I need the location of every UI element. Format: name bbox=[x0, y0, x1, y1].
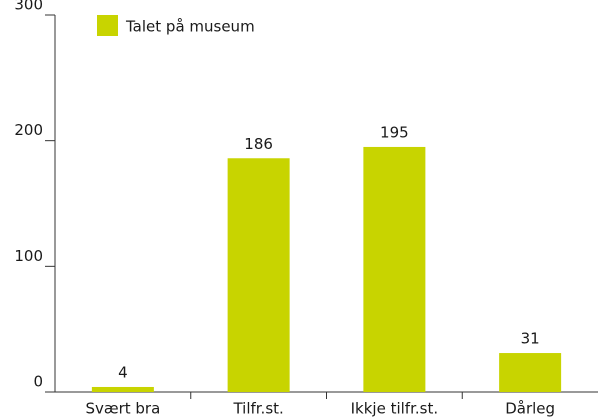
bar bbox=[91, 386, 154, 392]
y-tick-label: 300 bbox=[14, 0, 43, 14]
bar bbox=[363, 146, 426, 392]
x-tick-label: Svært bra bbox=[85, 400, 160, 418]
x-tick-label: Ikkje tilfr.st. bbox=[351, 400, 438, 418]
y-tick-label: 100 bbox=[14, 247, 43, 265]
x-tick-label: Dårleg bbox=[505, 400, 555, 418]
x-tick-label: Tilfr.st. bbox=[232, 400, 283, 418]
y-tick-label: 200 bbox=[14, 121, 43, 139]
data-label: 186 bbox=[244, 135, 273, 153]
data-label: 195 bbox=[380, 123, 409, 141]
data-label: 4 bbox=[118, 363, 128, 381]
y-tick-label: 0 bbox=[33, 373, 43, 391]
legend-label: Talet på museum bbox=[125, 18, 255, 36]
bar bbox=[227, 158, 290, 392]
legend-swatch bbox=[97, 15, 118, 36]
data-label: 31 bbox=[521, 330, 540, 348]
bar bbox=[499, 353, 562, 392]
